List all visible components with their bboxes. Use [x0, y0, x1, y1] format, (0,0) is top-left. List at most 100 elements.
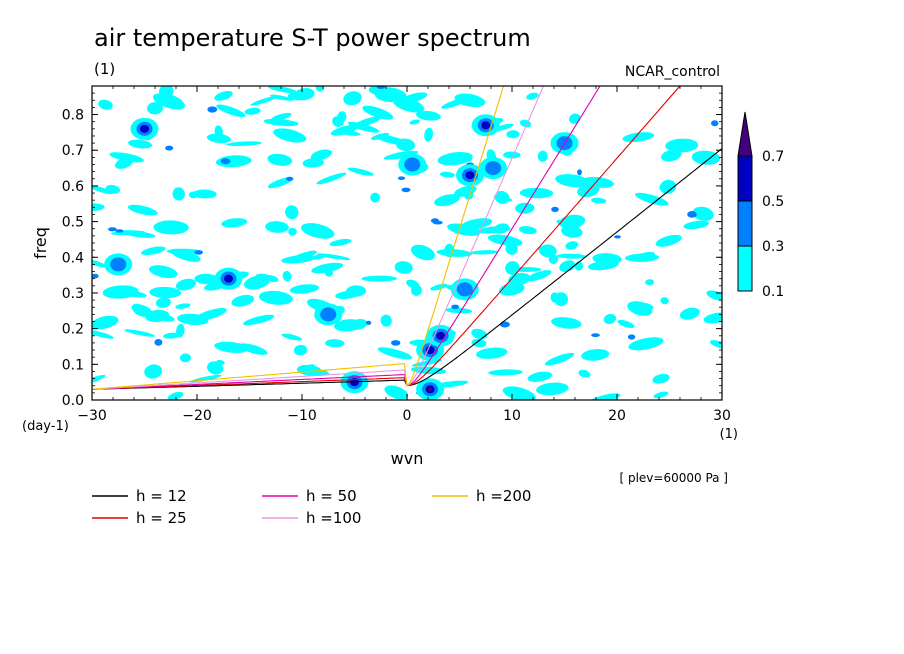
- contour-blob: [392, 97, 425, 113]
- colorbar-extend-arrow: [737, 111, 753, 157]
- y-tick-label: 0.1: [62, 357, 84, 373]
- x-tick-label: 20: [608, 408, 626, 424]
- contour-blob: [439, 195, 455, 202]
- contour-patch-core: [456, 282, 473, 297]
- chart-subtitle-right: NCAR_control: [625, 64, 720, 80]
- contour-blob: [347, 167, 374, 176]
- contour-blob: [124, 329, 156, 337]
- y-axis-unit: (day-1): [22, 419, 69, 434]
- x-tick-label: 10: [503, 408, 521, 424]
- contour-patch-core: [485, 161, 502, 176]
- contour-blob: [551, 206, 559, 213]
- contour-blob: [494, 190, 510, 204]
- contour-blob: [250, 95, 278, 106]
- colorbar-label: 0.1: [762, 284, 784, 300]
- colorbar-segment: [737, 245, 753, 292]
- contour-blob: [325, 339, 345, 348]
- contour-blob: [539, 244, 557, 258]
- contour-blob: [347, 121, 380, 133]
- contour-blob: [470, 250, 499, 255]
- contour-blob: [293, 344, 308, 356]
- contour-blob: [194, 273, 219, 285]
- contour-blob: [311, 262, 344, 274]
- contour-blob: [243, 314, 275, 326]
- contour-blob: [558, 214, 586, 229]
- contour-blob: [108, 227, 117, 232]
- contour-blob: [401, 187, 411, 193]
- contour-patch-core: [224, 274, 233, 283]
- contour-blob: [493, 223, 510, 234]
- y-axis: 0.0 0.1 0.2 0.3 0.4 0.5 0.6 0.7 0.8: [62, 92, 722, 409]
- contour-blob: [332, 116, 344, 127]
- contour-blob: [330, 125, 358, 136]
- contour-blob: [231, 294, 255, 307]
- contour-blob: [315, 86, 325, 92]
- contour-blob: [163, 332, 181, 339]
- contour-blob: [505, 266, 542, 272]
- contour-blob: [401, 92, 428, 104]
- contour-blob: [635, 192, 669, 206]
- legend-label: h =100: [306, 509, 361, 527]
- contour-blob: [221, 218, 248, 228]
- contour-blob: [158, 93, 184, 107]
- contour-blob: [556, 253, 587, 259]
- contour-blob: [265, 221, 289, 233]
- contour-blob: [711, 120, 719, 127]
- contour-blob: [214, 91, 233, 101]
- legend-label: h = 12: [136, 487, 187, 505]
- contour-blob: [476, 347, 508, 359]
- contour-blob: [383, 150, 419, 160]
- contour-blob: [624, 253, 660, 262]
- contour-blob: [565, 241, 579, 250]
- y-tick-label: 0.3: [62, 286, 84, 302]
- y-axis-label: freq: [31, 227, 50, 259]
- contour-blob: [365, 320, 372, 325]
- contour-blob: [370, 192, 381, 203]
- contour-blob: [578, 369, 591, 378]
- contour-blob: [622, 132, 655, 143]
- contour-blob: [377, 347, 413, 360]
- contour-blob: [127, 204, 158, 216]
- contour-blob: [653, 391, 669, 399]
- contour-blob: [548, 254, 559, 264]
- contour-patch-core: [320, 307, 337, 322]
- contour-blob: [587, 260, 619, 271]
- contour-blob: [92, 185, 114, 195]
- contour-blob: [288, 227, 297, 236]
- contour-blob: [655, 234, 682, 247]
- contour-blob: [264, 274, 279, 283]
- contour-blob: [617, 319, 635, 329]
- x-tick-label: 30: [713, 408, 731, 424]
- plot-area: [91, 85, 723, 401]
- contour-blob: [334, 319, 362, 332]
- contour-blob: [691, 150, 721, 165]
- x-tick-label: 0: [403, 408, 412, 424]
- plot-frame: [91, 85, 723, 401]
- contour-blob: [361, 275, 397, 282]
- contour-patch-core: [428, 387, 433, 392]
- contour-blob: [151, 312, 175, 322]
- contour-blob: [430, 218, 440, 224]
- contour-blob: [285, 205, 299, 220]
- contour-blob: [627, 334, 636, 340]
- contour-patch-core: [140, 124, 149, 133]
- contour-blob: [120, 230, 156, 238]
- contour-blob: [451, 304, 460, 310]
- contour-blob: [207, 106, 218, 113]
- contour-blob: [172, 187, 185, 201]
- contour-blob: [206, 133, 231, 144]
- dispersion-curve: [92, 86, 545, 390]
- x-tick-label: −20: [182, 408, 212, 424]
- chart-title: air temperature S-T power spectrum: [94, 24, 531, 52]
- contour-blob: [362, 105, 394, 120]
- contour-blob: [544, 352, 575, 366]
- contour-blob: [147, 102, 163, 115]
- contour-blob: [216, 104, 246, 118]
- contour-blob: [346, 285, 366, 297]
- contour-blob: [394, 261, 413, 274]
- contour-blob: [194, 307, 227, 322]
- contour-blob: [659, 179, 677, 194]
- colorbar-label: 0.3: [762, 239, 784, 255]
- contour-blob: [488, 369, 523, 376]
